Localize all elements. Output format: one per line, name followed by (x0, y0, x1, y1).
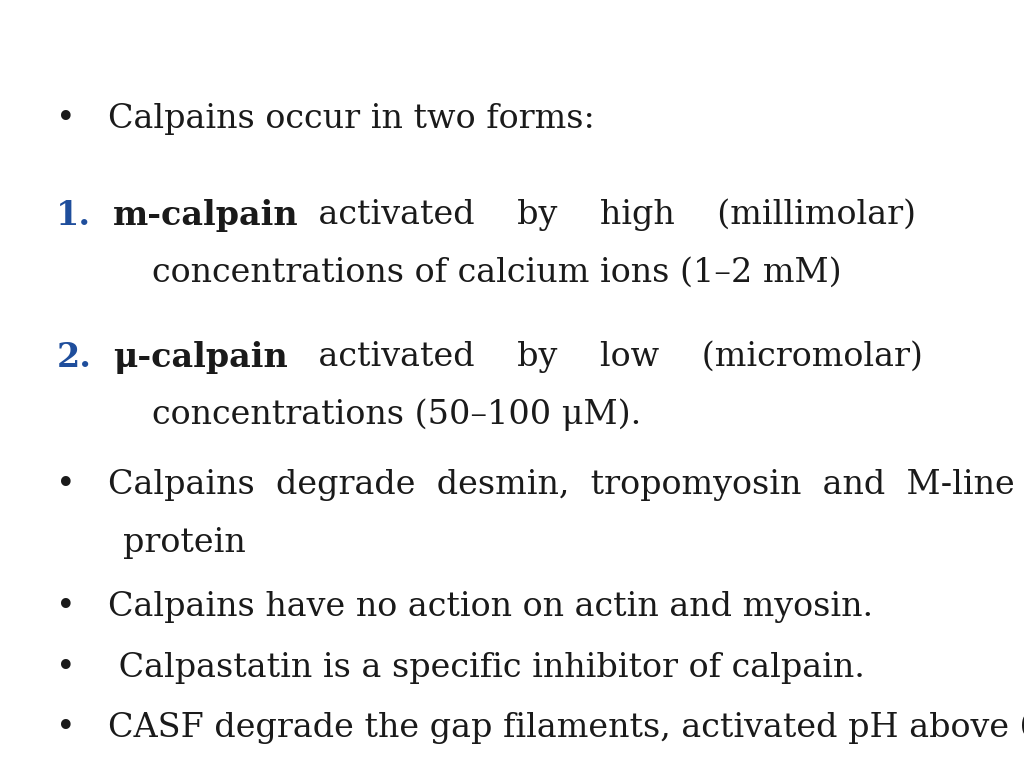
Text: •: • (56, 712, 76, 744)
Text: Calpains occur in two forms:: Calpains occur in two forms: (108, 103, 594, 135)
Text: Calpains  degrade  desmin,  tropomyosin  and  M-line: Calpains degrade desmin, tropomyosin and… (108, 469, 1014, 502)
Text: •: • (56, 652, 76, 684)
Text: protein: protein (123, 527, 246, 559)
Text: concentrations (50–100 μM).: concentrations (50–100 μM). (152, 399, 641, 431)
Text: 1.: 1. (56, 199, 91, 231)
Text: Calpastatin is a specific inhibitor of calpain.: Calpastatin is a specific inhibitor of c… (108, 652, 864, 684)
Text: concentrations of calcium ions (1–2 mM): concentrations of calcium ions (1–2 mM) (152, 257, 841, 289)
Text: μ-calpain: μ-calpain (113, 341, 288, 373)
Text: m-calpain: m-calpain (113, 199, 298, 231)
Text: 2.: 2. (56, 341, 91, 373)
Text: •: • (56, 469, 76, 502)
Text: activated    by    low    (micromolar): activated by low (micromolar) (276, 341, 924, 373)
Text: activated    by    high    (millimolar): activated by high (millimolar) (276, 199, 916, 231)
Text: Calpains have no action on actin and myosin.: Calpains have no action on actin and myo… (108, 591, 872, 623)
Text: CASF degrade the gap filaments, activated pH above 6: CASF degrade the gap filaments, activate… (108, 712, 1024, 744)
Text: •: • (56, 591, 76, 623)
Text: •: • (56, 103, 76, 135)
